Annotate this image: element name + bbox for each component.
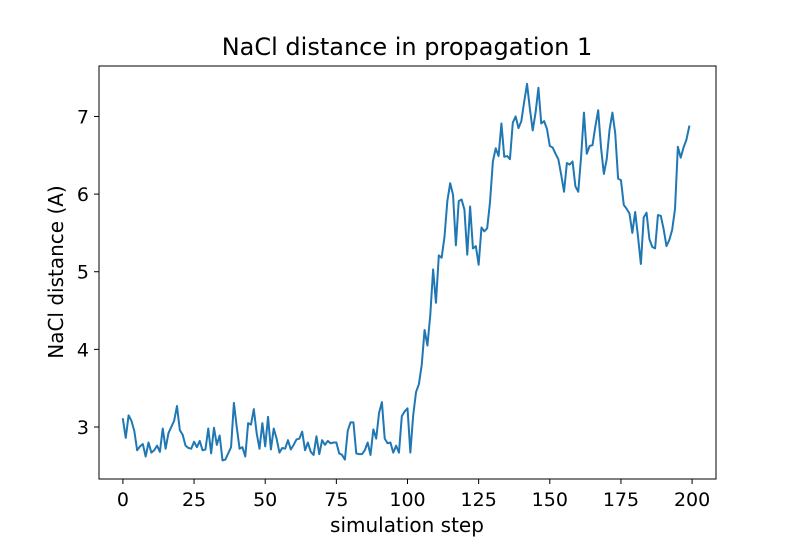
x-tick-label: 75: [324, 489, 348, 511]
x-tick-label: 0: [117, 489, 129, 511]
plot-area: 0 25 50 75 100 125 150 175 200 3 4 5 6 7: [77, 65, 717, 511]
x-tick-label: 175: [603, 489, 639, 511]
y-axis-ticks: 3 4 5 6 7: [77, 106, 99, 439]
x-tick-label: 150: [532, 489, 568, 511]
y-tick-label: 4: [77, 339, 89, 361]
y-axis-label: NaCl distance (A): [44, 185, 68, 359]
x-tick-label: 25: [182, 489, 206, 511]
x-tick-label: 100: [389, 489, 425, 511]
y-tick-label: 7: [77, 106, 89, 128]
x-axis-ticks: 0 25 50 75 100 125 150 175 200: [117, 479, 710, 511]
y-tick-label: 5: [77, 262, 89, 284]
chart-title: NaCl distance in propagation 1: [222, 33, 593, 61]
y-tick-label: 3: [77, 417, 89, 439]
plot-frame: [98, 65, 717, 480]
x-axis-label: simulation step: [330, 513, 484, 537]
y-tick-label: 6: [77, 184, 89, 206]
x-tick-label: 125: [461, 489, 497, 511]
series-line: [121, 82, 691, 462]
x-tick-label: 50: [253, 489, 277, 511]
x-tick-label: 200: [674, 489, 710, 511]
